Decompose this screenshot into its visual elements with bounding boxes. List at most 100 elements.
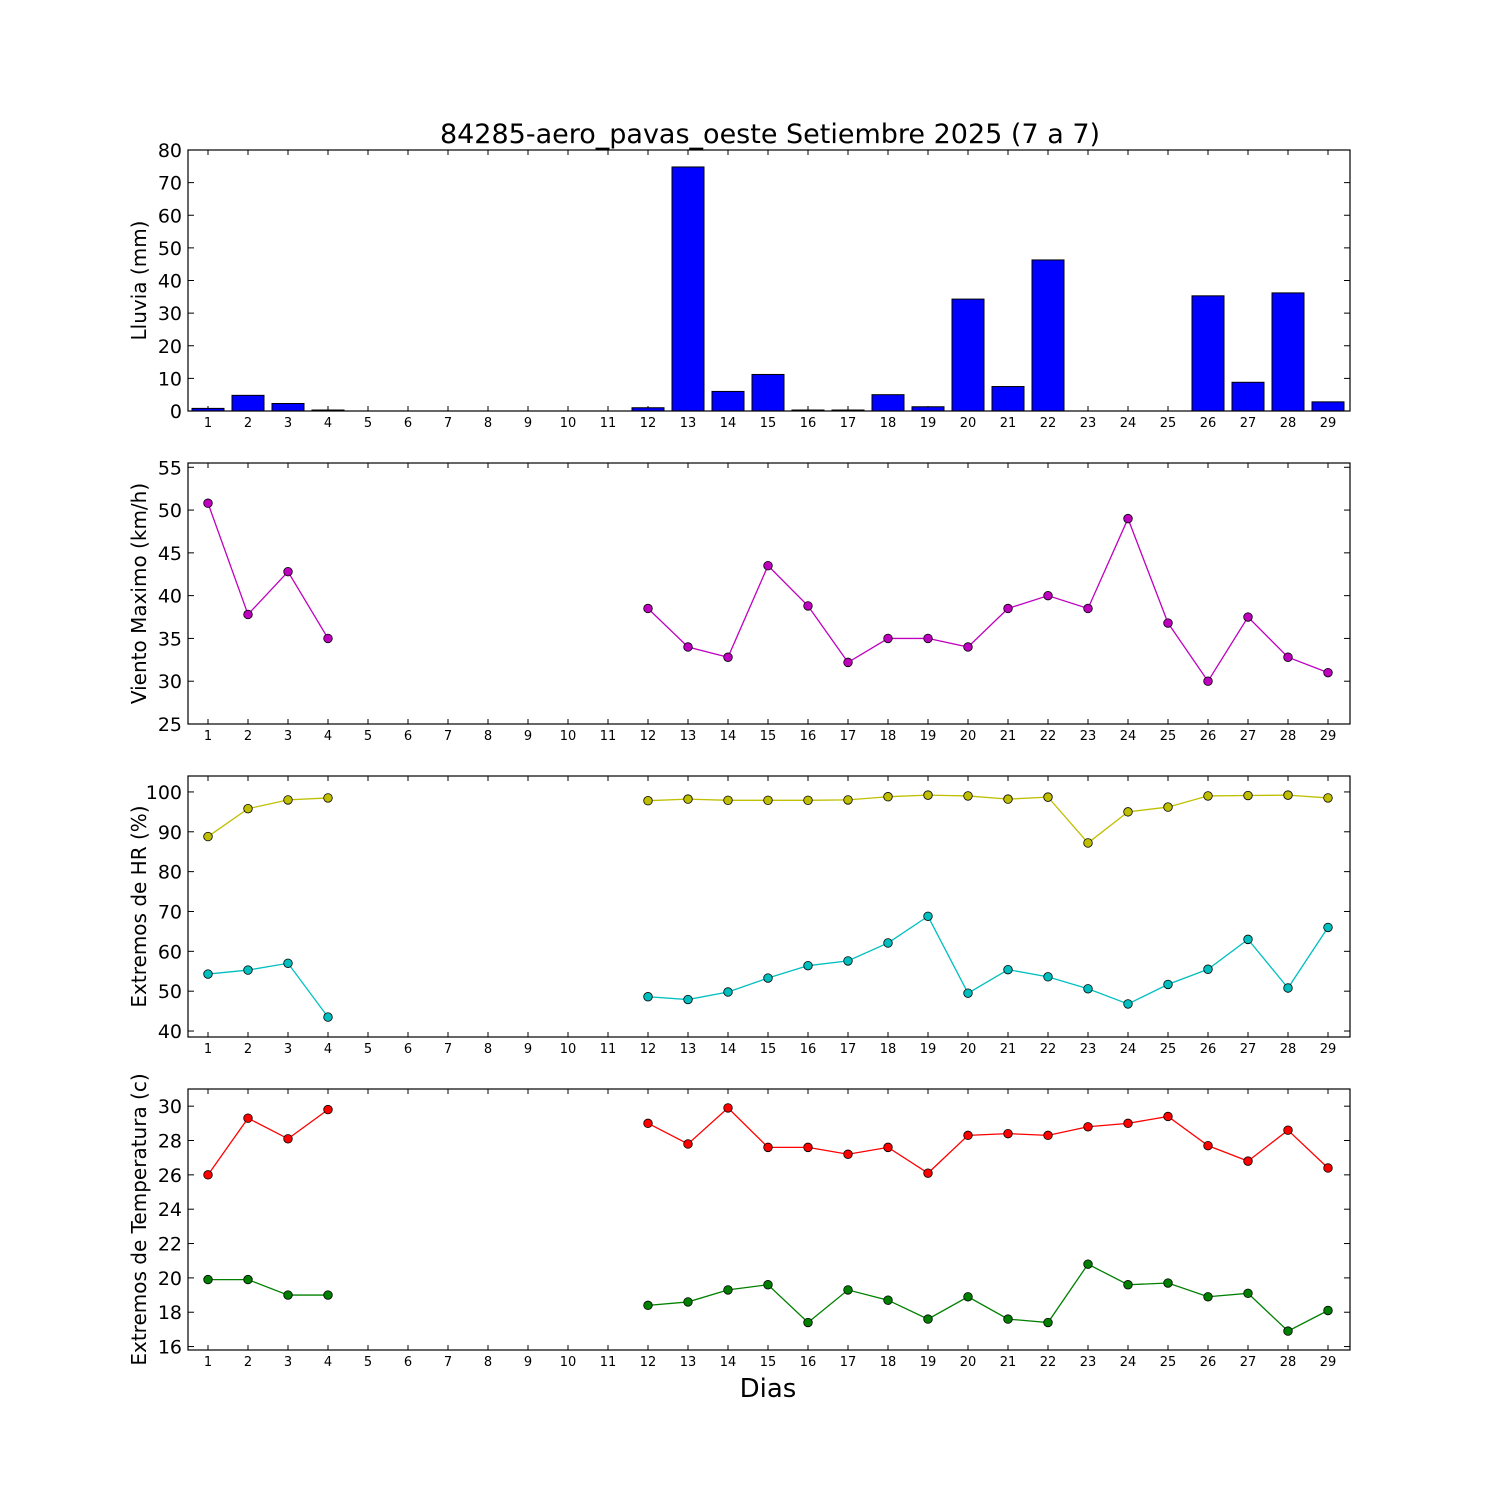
x-tick-label: 27 (1240, 416, 1257, 431)
x-tick-label: 18 (880, 1355, 897, 1370)
x-tick-label: 22 (1040, 1042, 1057, 1057)
x-tick-label: 20 (960, 729, 977, 744)
x-tick-label: 24 (1120, 729, 1137, 744)
x-tick-label: 23 (1080, 729, 1097, 744)
data-point (883, 1142, 893, 1153)
x-tick-label: 11 (600, 729, 617, 744)
data-point (643, 603, 653, 614)
x-tick-label: 23 (1080, 1355, 1097, 1370)
y-tick-label: 22 (158, 1234, 182, 1256)
data-point (723, 652, 733, 662)
data-point (723, 987, 733, 997)
bar (991, 386, 1025, 412)
data-point (883, 1295, 893, 1305)
y-tick-label: 25 (158, 714, 182, 736)
data-point (203, 969, 213, 979)
data-point (243, 1113, 253, 1123)
data-point (1163, 1111, 1173, 1122)
data-point (1083, 984, 1093, 994)
data-point (1243, 612, 1253, 622)
x-tick-label: 7 (444, 416, 452, 431)
y-axis-label: Lluvia (mm) (127, 221, 151, 341)
bar (711, 390, 745, 412)
data-point (803, 1142, 813, 1153)
x-tick-label: 3 (284, 1042, 292, 1057)
x-tick-label: 8 (484, 1355, 492, 1370)
x-tick-label: 15 (760, 729, 777, 744)
data-point (1243, 1156, 1253, 1166)
x-tick-label: 11 (600, 1042, 617, 1057)
x-tick-label: 3 (284, 729, 292, 744)
x-tick-label: 26 (1200, 416, 1217, 431)
x-tick-label: 6 (404, 729, 412, 744)
x-tick-label: 27 (1240, 1355, 1257, 1370)
chart-title: 84285-aero_pavas_oeste Setiembre 2025 (7… (440, 119, 1100, 150)
series-line (647, 794, 1329, 844)
data-point (643, 796, 653, 806)
x-tick-label: 15 (760, 1042, 777, 1057)
data-point (1043, 1317, 1053, 1328)
x-tick-label: 16 (800, 1355, 817, 1370)
x-tick-label: 23 (1080, 416, 1097, 431)
data-point (1043, 1130, 1053, 1141)
bar (1231, 381, 1265, 412)
data-point (1203, 964, 1213, 974)
x-tick-label: 16 (800, 416, 817, 431)
x-tick-label: 1 (204, 1355, 212, 1370)
data-point (1123, 1118, 1133, 1129)
data-point (763, 560, 773, 571)
data-point (1323, 667, 1333, 678)
data-point (283, 1134, 293, 1144)
x-tick-label: 2 (244, 1355, 252, 1370)
x-tick-label: 25 (1160, 1355, 1177, 1370)
x-tick-label: 29 (1320, 416, 1337, 431)
data-point (1123, 807, 1133, 817)
data-point (1083, 1259, 1093, 1269)
y-tick-label: 90 (158, 822, 182, 844)
x-tick-label: 28 (1280, 1042, 1297, 1057)
x-tick-label: 10 (560, 729, 577, 744)
bar (871, 394, 905, 412)
series-line (647, 1263, 1329, 1332)
y-tick-label: 60 (158, 205, 182, 227)
data-point (1283, 790, 1293, 800)
x-tick-label: 18 (880, 1042, 897, 1057)
bar (1031, 259, 1065, 412)
x-tick-label: 8 (484, 416, 492, 431)
y-tick-label: 100 (146, 782, 182, 804)
x-tick-label: 2 (244, 416, 252, 431)
data-point (763, 795, 773, 806)
data-point (883, 792, 893, 802)
x-tick-label: 1 (204, 416, 212, 431)
data-point (963, 791, 973, 801)
data-point (683, 642, 693, 652)
x-tick-label: 17 (840, 416, 857, 431)
y-tick-label: 40 (158, 586, 182, 608)
bar (1271, 292, 1305, 412)
y-tick-label: 35 (158, 628, 182, 650)
x-tick-label: 25 (1160, 1042, 1177, 1057)
x-tick-label: 7 (444, 729, 452, 744)
data-point (243, 609, 253, 620)
bar (671, 166, 705, 412)
x-tick-label: 13 (680, 416, 697, 431)
y-tick-label: 60 (158, 941, 182, 963)
x-tick-label: 5 (364, 416, 372, 431)
x-tick-label: 1 (204, 729, 212, 744)
series-line (208, 1278, 328, 1296)
data-point (843, 657, 853, 668)
y-tick-label: 50 (158, 981, 182, 1003)
x-tick-label: 26 (1200, 1042, 1217, 1057)
x-tick-label: 27 (1240, 729, 1257, 744)
data-point (283, 1290, 293, 1300)
data-point (723, 795, 733, 806)
data-point (643, 1300, 653, 1311)
x-tick-label: 22 (1040, 729, 1057, 744)
x-tick-label: 27 (1240, 1042, 1257, 1057)
x-tick-label: 20 (960, 1042, 977, 1057)
y-tick-label: 30 (158, 671, 182, 693)
data-point (923, 1168, 933, 1178)
